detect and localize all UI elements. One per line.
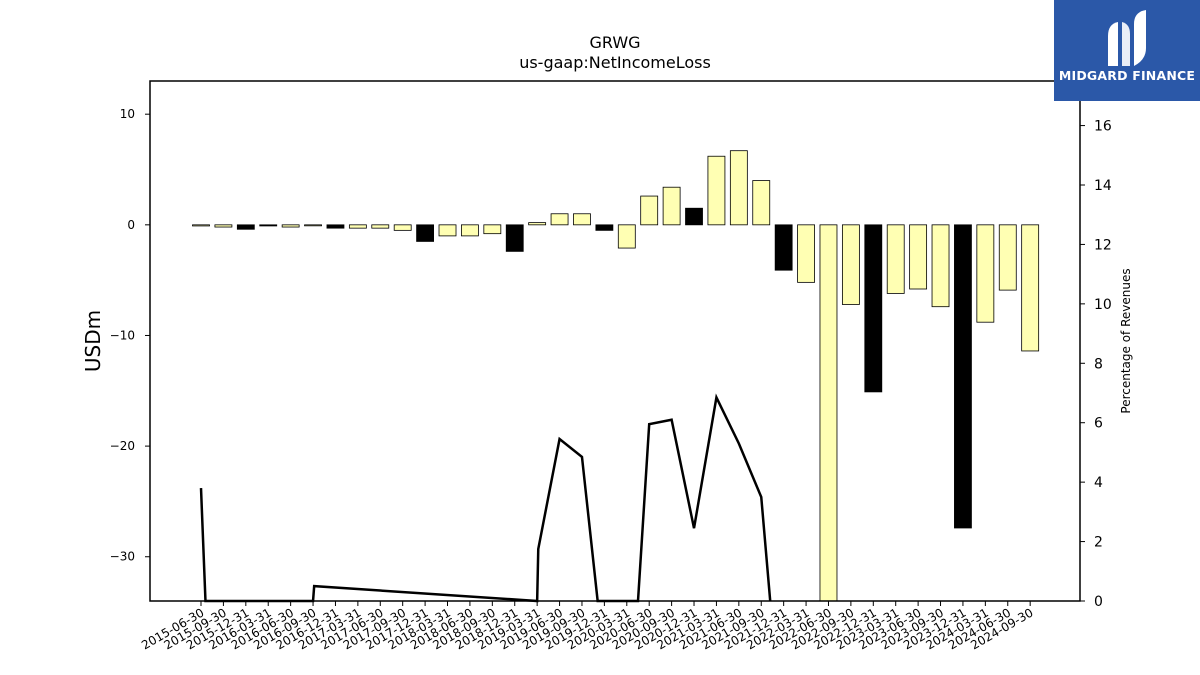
y2-tick-label: 0 [1094, 594, 1103, 610]
bar-2022-03-31 [797, 224, 815, 283]
bar-2021-06-30 [729, 150, 748, 226]
y-tick-label: −30 [110, 550, 135, 564]
bar-2016-12-31 [326, 224, 345, 229]
midgard-finance-logo: MIDGARD FINANCE [1054, 0, 1200, 101]
y-axis-right: 0 2 4 6 8 10 12 14 16 [1080, 119, 1112, 610]
y2-axis-label: Percentage of Revenues [1119, 268, 1133, 413]
chart-title: GRWG [589, 33, 640, 52]
bar-2017-09-30 [393, 224, 412, 231]
bar-2016-03-31 [259, 224, 278, 227]
bar-2021-09-30 [752, 180, 771, 226]
bar-2021-12-31 [774, 224, 793, 271]
bar-2019-06-30 [550, 213, 569, 226]
bar-2021-03-31 [707, 155, 726, 226]
bar-2024-09-30 [1021, 224, 1040, 352]
bar-2015-06-30 [192, 224, 210, 227]
logo-text: MIDGARD FINANCE [1058, 68, 1196, 83]
bar-2023-12-31 [954, 224, 972, 529]
bar-2017-12-31 [416, 224, 435, 242]
bar-2018-09-30 [483, 224, 502, 235]
y-axis-label: USDm [81, 310, 105, 372]
percentage-line [199, 393, 772, 603]
bar-2022-06-30 [819, 224, 838, 602]
bar-2017-06-30 [371, 224, 390, 229]
logo-mark-icon [1108, 10, 1146, 66]
x-axis: 2015-06-302015-09-302015-12-312016-03-31… [139, 601, 1036, 652]
bar-2024-03-31 [976, 224, 995, 323]
bar-2016-06-30 [281, 224, 300, 228]
bar-2023-03-31 [886, 224, 905, 294]
bar-2016-09-30 [304, 224, 322, 227]
bar-2015-12-31 [236, 224, 255, 230]
bar-2019-12-31 [595, 224, 614, 231]
bar-2024-06-30 [998, 224, 1017, 291]
bar-2020-12-31 [685, 207, 703, 226]
bar-2019-03-31 [528, 222, 547, 226]
bar-2018-12-31 [505, 224, 524, 252]
y2-tick-label: 6 [1094, 416, 1103, 432]
y2-tick-label: 2 [1094, 535, 1103, 551]
bar-2015-09-30 [214, 224, 233, 228]
y-tick-label: 10 [120, 107, 135, 121]
y-tick-label: −20 [110, 439, 135, 453]
bar-2020-09-30 [662, 186, 681, 226]
bar-2023-09-30 [931, 224, 950, 308]
bar-2017-03-31 [348, 224, 367, 229]
bar-2018-03-31 [438, 224, 457, 237]
y2-tick-label: 16 [1094, 119, 1112, 135]
bar-series [192, 150, 1040, 602]
y-tick-label: −10 [110, 328, 135, 342]
y2-tick-label: 8 [1094, 356, 1103, 372]
bar-2018-06-30 [461, 224, 479, 237]
plot-frame [149, 80, 1081, 602]
bar-2020-03-31 [617, 224, 636, 249]
bar-2020-06-30 [640, 195, 659, 226]
y-axis-left: 10 0 −10 −20 −30 [110, 107, 150, 564]
y-tick-label: 0 [127, 218, 135, 232]
bar-2022-12-31 [864, 224, 883, 393]
line-series [199, 393, 772, 603]
y2-tick-label: 10 [1094, 297, 1112, 313]
y2-tick-label: 14 [1094, 178, 1112, 194]
bar-2022-09-30 [841, 224, 860, 305]
chart-subtitle: us-gaap:NetIncomeLoss [519, 53, 711, 72]
y2-tick-label: 12 [1094, 237, 1112, 253]
bar-2023-06-30 [909, 224, 928, 290]
y2-tick-label: 4 [1094, 475, 1103, 491]
bar-2019-09-30 [573, 213, 591, 226]
